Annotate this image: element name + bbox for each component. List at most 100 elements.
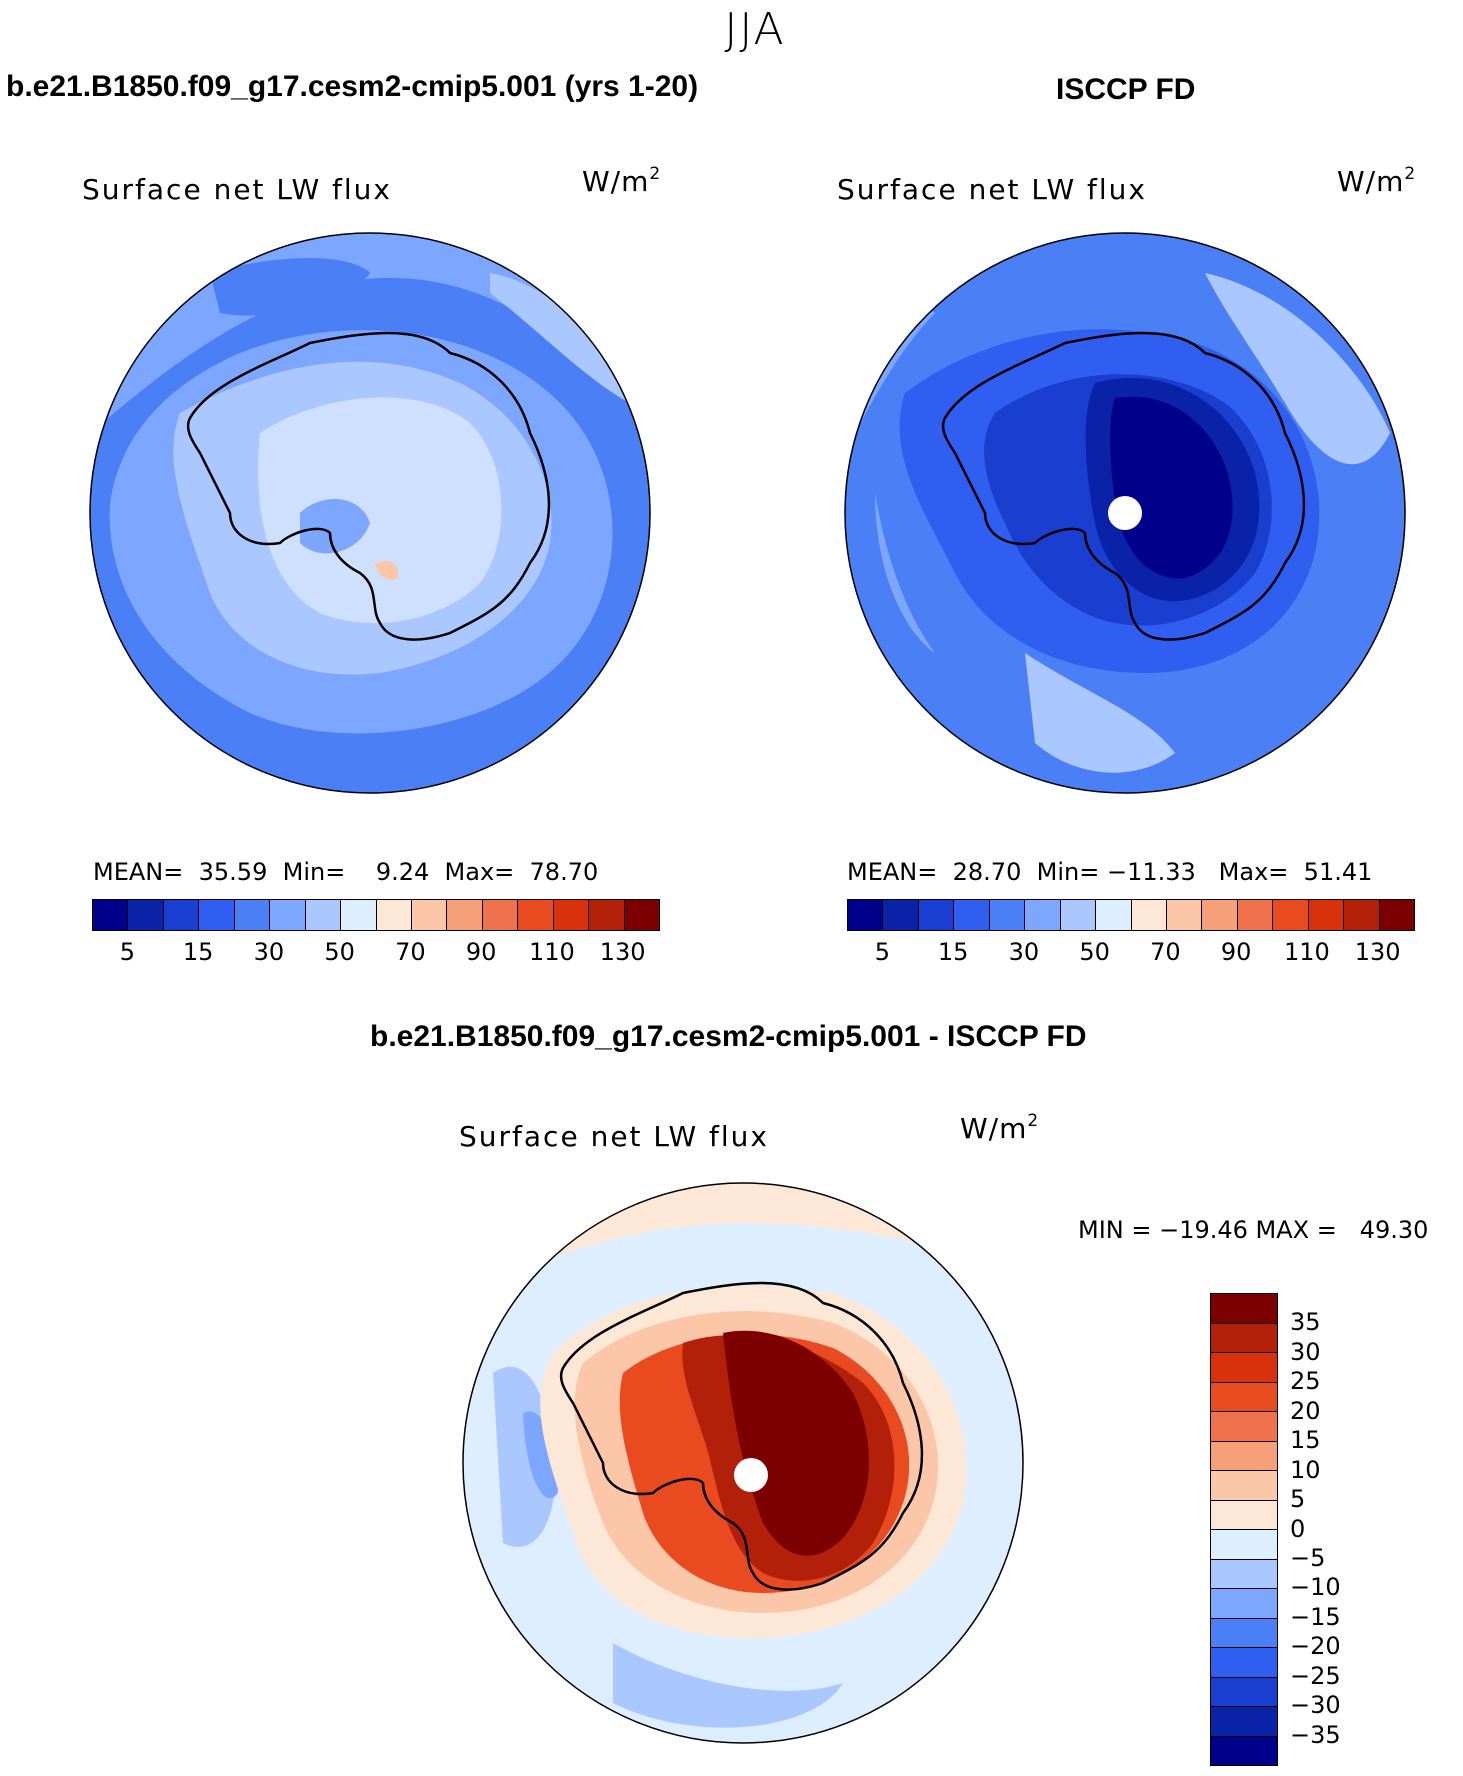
colorbar-tick-label: 10 [1290, 1455, 1321, 1484]
colorbar-box [1211, 1500, 1277, 1530]
diff-plot-title: Surface net LW flux [459, 1120, 769, 1153]
colorbar-tick-label: −25 [1290, 1661, 1341, 1690]
model-plot-title: Surface net LW flux [82, 173, 392, 206]
colorbar-box [234, 900, 271, 930]
colorbar-box [1237, 900, 1274, 930]
map-border [844, 232, 1406, 794]
colorbar-tick-label: 130 [1354, 938, 1401, 966]
colorbar-tick-label: 15 [937, 938, 969, 966]
ocean-patch [875, 493, 935, 653]
colorbar-box [1211, 1736, 1277, 1765]
obs-colorbar-ticks: 5 15 30 50 70 90 110 130 [847, 938, 1413, 968]
colorbar-box [1211, 1559, 1277, 1589]
ocean-patch [1205, 273, 1390, 465]
continent-core [1110, 396, 1233, 579]
obs-stats: MEAN= 28.70 Min= −11.33 Max= 51.41 [847, 858, 1373, 886]
colorbar-box [1308, 900, 1345, 930]
model-stats: MEAN= 35.59 Min= 9.24 Max= 78.70 [93, 858, 599, 886]
model-polar-map [89, 232, 651, 794]
colorbar-tick-label: 30 [253, 938, 285, 966]
colorbar-box [376, 900, 412, 930]
colorbar-tick-label: 15 [182, 938, 214, 966]
ocean-patch [613, 1643, 843, 1728]
colorbar-box [1096, 900, 1132, 930]
colorbar-box [989, 900, 1026, 930]
warm-core [723, 1330, 870, 1556]
colorbar-box [341, 900, 377, 930]
colorbar-box [1211, 1707, 1277, 1737]
colorbar-tick-label: 15 [1290, 1426, 1321, 1455]
colorbar-box [1211, 1412, 1277, 1442]
colorbar-tick-label: −30 [1290, 1691, 1341, 1720]
obs-units: W/m2 [1337, 164, 1417, 198]
coastline [186, 331, 551, 641]
colorbar-box [270, 900, 306, 930]
colorbar-tick-label: −35 [1290, 1720, 1341, 1749]
colorbar-tick-label: 35 [1290, 1308, 1321, 1337]
colorbar-tick-label: −10 [1290, 1573, 1341, 1602]
colorbar-box [1211, 1323, 1277, 1353]
colorbar-box [482, 900, 519, 930]
colorbar-box [1344, 900, 1380, 930]
colorbar-box [1211, 1677, 1277, 1707]
ocean-patch [493, 1366, 556, 1547]
colorbar-box [1379, 900, 1414, 930]
obs-heading: ISCCP FD [1056, 73, 1196, 106]
colorbar-tick-label: 50 [1079, 938, 1110, 966]
diff-minmax: MIN = −19.46 MAX = 49.30 [1078, 1216, 1429, 1244]
coastline [559, 1281, 924, 1591]
colorbar-tick-label: 50 [324, 938, 355, 966]
colorbar-box [1211, 1382, 1277, 1412]
colorbar-box [848, 900, 884, 930]
colorbar-box [918, 900, 955, 930]
colorbar-tick-label: 25 [1290, 1367, 1321, 1396]
colorbar-tick-label: 70 [395, 938, 426, 966]
colorbar-box [1025, 900, 1061, 930]
colorbar-box [447, 900, 483, 930]
continent-interior [258, 397, 502, 623]
coastline [941, 331, 1306, 641]
pole-hole [734, 1458, 768, 1492]
colorbar-tick-label: 110 [528, 938, 575, 966]
season-title: JJA [724, 4, 786, 55]
colorbar-tick-label: 110 [1283, 938, 1330, 966]
colorbar-box [1166, 900, 1203, 930]
colorbar-tick-label: 90 [465, 938, 497, 966]
colorbar-tick-label: 30 [1008, 938, 1040, 966]
model-colorbar-ticks: 5 15 30 50 70 90 110 130 [92, 938, 658, 968]
ocean-patch [490, 273, 630, 403]
colorbar-box [1060, 900, 1097, 930]
colorbar-box [1273, 900, 1309, 930]
diff-units: W/m2 [960, 1111, 1040, 1145]
colorbar-box [411, 900, 448, 930]
colorbar-tick-label: 130 [599, 938, 646, 966]
colorbar-box [1211, 1294, 1277, 1324]
diff-polar-map [462, 1182, 1024, 1744]
warm-patch [375, 561, 399, 580]
shelf-patch [300, 499, 370, 554]
pole-hole [1108, 496, 1142, 530]
colorbar-box [1211, 1471, 1277, 1501]
colorbar-box [589, 900, 625, 930]
colorbar-box [883, 900, 919, 930]
colorbar-box [128, 900, 164, 930]
colorbar-box [518, 900, 554, 930]
colorbar-tick-label: 0 [1290, 1514, 1306, 1543]
colorbar-tick-label: −5 [1290, 1543, 1326, 1572]
colorbar-box [1211, 1589, 1277, 1619]
obs-plot-title: Surface net LW flux [837, 173, 1147, 206]
colorbar-box [954, 900, 990, 930]
obs-colorbar [847, 899, 1415, 931]
diff-colorbar [1210, 1293, 1278, 1766]
colorbar-box [1211, 1530, 1277, 1560]
colorbar-tick-label: 20 [1290, 1396, 1321, 1425]
diff-heading: b.e21.B1850.f09_g17.cesm2-cmip5.001 - IS… [370, 1020, 1087, 1053]
colorbar-tick-label: 90 [1220, 938, 1252, 966]
map-border [89, 232, 651, 794]
colorbar-tick-label: 5 [1290, 1485, 1306, 1514]
ocean-patch [523, 1411, 558, 1499]
colorbar-tick-label: 5 [119, 938, 136, 966]
colorbar-tick-label: 70 [1150, 938, 1181, 966]
colorbar-box [1131, 900, 1167, 930]
